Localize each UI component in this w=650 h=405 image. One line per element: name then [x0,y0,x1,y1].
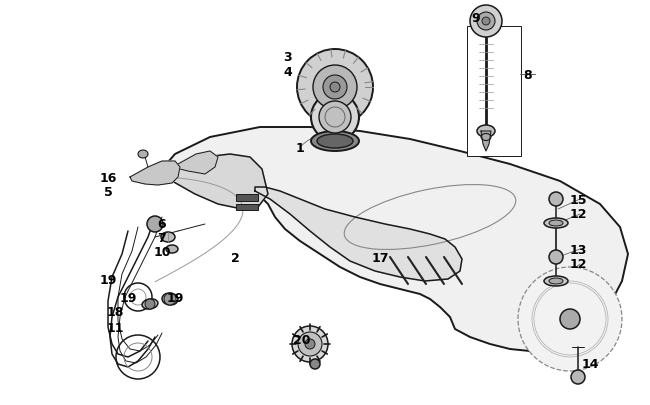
Text: 20: 20 [293,333,311,345]
Ellipse shape [544,276,568,286]
Circle shape [323,76,347,100]
Ellipse shape [166,245,178,254]
Text: 10: 10 [153,245,171,258]
Text: 12: 12 [569,258,587,271]
Circle shape [164,293,176,305]
Bar [236,194,258,202]
Polygon shape [255,188,462,281]
Text: 12: 12 [569,208,587,221]
Ellipse shape [142,299,158,309]
Circle shape [297,50,373,126]
Circle shape [549,192,563,207]
Circle shape [482,18,490,26]
Text: 3: 3 [283,50,292,63]
Text: 7: 7 [157,231,166,244]
Circle shape [319,102,351,134]
Circle shape [313,66,357,110]
Text: 19: 19 [166,291,184,304]
Circle shape [311,94,359,142]
Circle shape [470,6,502,38]
FancyBboxPatch shape [467,27,521,157]
Bar [236,205,258,211]
Circle shape [571,370,585,384]
Text: 11: 11 [106,321,124,334]
Ellipse shape [481,134,491,141]
Text: 14: 14 [581,358,599,371]
Text: 17: 17 [371,251,389,264]
Circle shape [330,83,340,93]
Text: 2: 2 [231,251,239,264]
Circle shape [477,13,495,31]
Ellipse shape [317,135,353,149]
Ellipse shape [162,293,178,305]
Ellipse shape [549,220,563,226]
Ellipse shape [549,278,563,284]
Text: 18: 18 [107,306,124,319]
Circle shape [298,332,322,356]
Ellipse shape [138,151,148,159]
Circle shape [549,250,563,264]
Polygon shape [160,155,268,209]
Text: 8: 8 [524,68,532,81]
Text: 19: 19 [120,291,136,304]
Polygon shape [130,162,180,185]
Ellipse shape [311,132,359,151]
Circle shape [518,267,622,371]
Circle shape [292,326,328,362]
Text: 9: 9 [472,11,480,24]
Text: 15: 15 [569,193,587,206]
Text: 4: 4 [283,65,292,78]
Circle shape [145,299,155,309]
Circle shape [147,216,163,232]
Ellipse shape [161,232,175,243]
Circle shape [305,339,315,349]
Circle shape [560,309,580,329]
Text: 5: 5 [103,185,112,198]
Ellipse shape [477,126,495,138]
Polygon shape [481,132,491,151]
Polygon shape [165,151,218,177]
Text: 13: 13 [569,243,587,256]
Circle shape [310,359,320,369]
Text: 19: 19 [99,273,117,286]
Ellipse shape [544,218,568,228]
Text: 1: 1 [296,141,304,154]
Text: 6: 6 [158,218,166,231]
Text: 16: 16 [99,171,117,184]
Polygon shape [155,128,628,351]
